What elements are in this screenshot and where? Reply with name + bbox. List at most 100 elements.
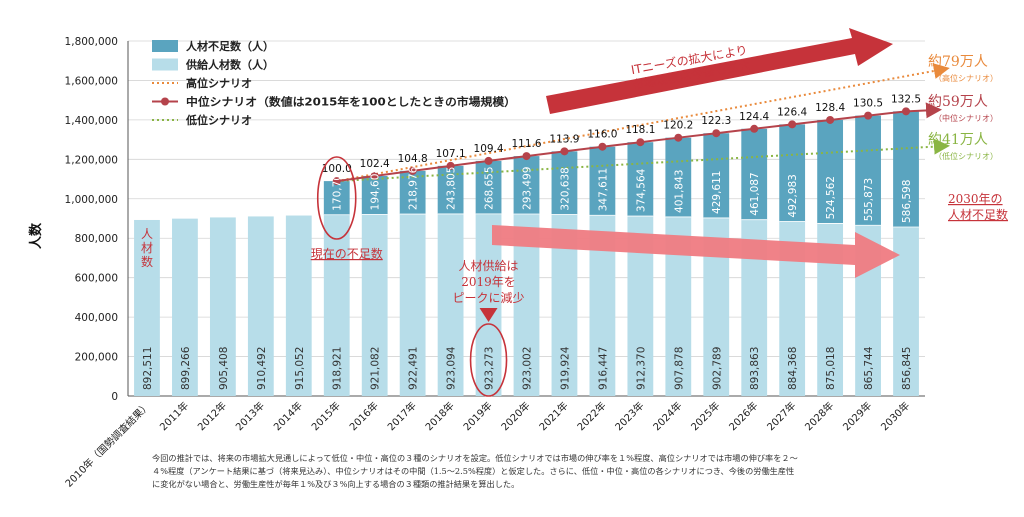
x-tick-label: 2014年 bbox=[271, 399, 305, 433]
shortage-value-label: 293,499 bbox=[522, 167, 534, 210]
y-tick-label: 1,400,000 bbox=[65, 115, 118, 127]
x-tick-label: 2023年 bbox=[612, 399, 646, 433]
footnote-line: に変化がない場合と、労働生産性が毎年１%及び３%向上する場合の３種類の推計結果を… bbox=[152, 479, 520, 489]
x-tick-label: 2024年 bbox=[650, 399, 684, 433]
supply-value-label: 892,511 bbox=[142, 347, 154, 390]
market-index-label: 102.4 bbox=[360, 158, 390, 170]
shortage-2030-label: 人材不足数 bbox=[948, 207, 1008, 222]
it-needs-arrow bbox=[546, 28, 893, 114]
supply-value-label: 915,052 bbox=[294, 347, 306, 390]
shortage-bar bbox=[627, 142, 654, 217]
shortage-value-label: 218,976 bbox=[408, 166, 420, 210]
x-tick-label: 2010年（国勢調査結果） bbox=[62, 399, 153, 490]
shortage-bar bbox=[893, 111, 919, 228]
supply-peak-text: ピークに減少 bbox=[453, 290, 525, 305]
y-tick-label: 200,000 bbox=[75, 352, 118, 364]
x-tick-label: 2015年 bbox=[309, 399, 343, 433]
supply-value-label: 905,408 bbox=[218, 347, 230, 390]
supply-peak-arrow bbox=[479, 308, 498, 322]
supply-value-label: 865,744 bbox=[863, 346, 875, 390]
supply-bar bbox=[134, 219, 160, 396]
shortage-bar bbox=[551, 151, 578, 215]
shortage-value-label: 555,873 bbox=[863, 178, 875, 221]
mid-scenario-point bbox=[826, 115, 835, 124]
market-index-label: 132.5 bbox=[891, 93, 921, 105]
shortage-2030-label: 2030年の bbox=[948, 192, 1003, 206]
shortage-bar bbox=[437, 165, 464, 214]
shortage-bar bbox=[741, 128, 768, 220]
legend-label: 人材不足数（人） bbox=[186, 39, 274, 53]
market-index-label: 100.0 bbox=[322, 163, 352, 175]
x-tick-label: 2029年 bbox=[840, 399, 874, 433]
supply-bar bbox=[209, 217, 236, 396]
shortage-value-label: 429,611 bbox=[711, 171, 723, 214]
market-index-label: 122.3 bbox=[701, 115, 731, 127]
x-tick-label: 2020年 bbox=[498, 399, 532, 433]
supply-value-label: 910,492 bbox=[256, 347, 268, 390]
legend-label: 中位シナリオ（数値は2015年を100としたときの市場規模） bbox=[186, 95, 516, 109]
mid-scenario-point bbox=[446, 161, 455, 170]
supply-value-label: 893,863 bbox=[749, 347, 761, 390]
mid-scenario-point bbox=[788, 120, 797, 129]
supply-value-label: 923,094 bbox=[446, 346, 458, 390]
supply-side-label: 数 bbox=[141, 254, 153, 269]
market-index-label: 111.6 bbox=[511, 138, 541, 150]
mid-scenario-point bbox=[674, 133, 683, 142]
x-tick-label: 2030年 bbox=[878, 399, 912, 433]
x-tick-label: 2016年 bbox=[347, 399, 381, 433]
low-scenario-line bbox=[336, 138, 951, 183]
supply-value-label: 922,491 bbox=[408, 347, 420, 390]
market-index-label: 126.4 bbox=[777, 106, 807, 118]
y-tick-label: 400,000 bbox=[75, 312, 118, 324]
legend-swatch-supply bbox=[152, 58, 178, 71]
supply-value-label: 921,082 bbox=[370, 347, 382, 390]
shortage-bar bbox=[513, 156, 540, 214]
shortage-bar bbox=[779, 124, 806, 222]
market-index-label: 109.4 bbox=[474, 143, 504, 155]
shortage-bar bbox=[361, 175, 388, 215]
shortage-bar bbox=[817, 119, 844, 224]
mid-scenario-point bbox=[864, 111, 873, 120]
supply-value-label: 884,368 bbox=[787, 347, 799, 390]
supply-bar bbox=[399, 214, 426, 396]
shortage-value-label: 243,805 bbox=[446, 167, 458, 210]
y-tick-label: 1,000,000 bbox=[65, 194, 118, 206]
supply-bar bbox=[285, 215, 312, 396]
x-tick-label: 2022年 bbox=[574, 399, 608, 433]
y-tick-label: 800,000 bbox=[75, 233, 118, 245]
market-index-label: 104.8 bbox=[398, 153, 428, 165]
mid-scenario-point bbox=[750, 124, 759, 133]
high-scenario-line bbox=[336, 63, 950, 183]
y-tick-label: 0 bbox=[111, 391, 118, 403]
y-axis-label: 人数 bbox=[28, 222, 44, 249]
x-tick-label: 2013年 bbox=[233, 399, 267, 433]
high-end-label: 約79万人 bbox=[928, 54, 988, 70]
supply-side-label: 材 bbox=[141, 241, 153, 255]
shortage-value-label: 268,655 bbox=[484, 166, 496, 209]
supply-decline-arrow bbox=[492, 225, 900, 278]
mid-scenario-point bbox=[522, 152, 531, 161]
x-tick-label: 2011年 bbox=[157, 399, 191, 433]
supply-bar bbox=[172, 218, 198, 396]
mid-scenario-point bbox=[902, 107, 911, 116]
shortage-value-label: 524,562 bbox=[825, 176, 837, 219]
y-tick-label: 600,000 bbox=[75, 273, 118, 285]
legend-swatch-mid-point bbox=[161, 97, 169, 106]
shortage-bar bbox=[665, 137, 692, 217]
current-shortage-label: 現在の不足数 bbox=[311, 246, 383, 261]
shortage-bar bbox=[475, 160, 502, 214]
supply-bar bbox=[361, 214, 388, 396]
footnote: 今回の推計では、将来の市場拡大見通しによって低位・中位・高位の３種のシナリオを設… bbox=[152, 452, 932, 491]
shortage-bar bbox=[703, 133, 730, 218]
x-tick-label: 2021年 bbox=[536, 399, 570, 433]
mid-end-sublabel: （中位シナリオ） bbox=[934, 113, 998, 123]
shortage-bar bbox=[399, 170, 426, 215]
mid-scenario-point bbox=[712, 129, 721, 138]
x-tick-label: 2027年 bbox=[764, 399, 798, 433]
mid-scenario-point bbox=[598, 142, 607, 151]
shortage-value-label: 492,983 bbox=[787, 174, 799, 217]
shortage-value-label: 401,843 bbox=[673, 170, 685, 213]
supply-bar bbox=[247, 216, 274, 396]
mid-scenario-point bbox=[636, 138, 645, 147]
supply-value-label: 912,370 bbox=[635, 347, 647, 390]
